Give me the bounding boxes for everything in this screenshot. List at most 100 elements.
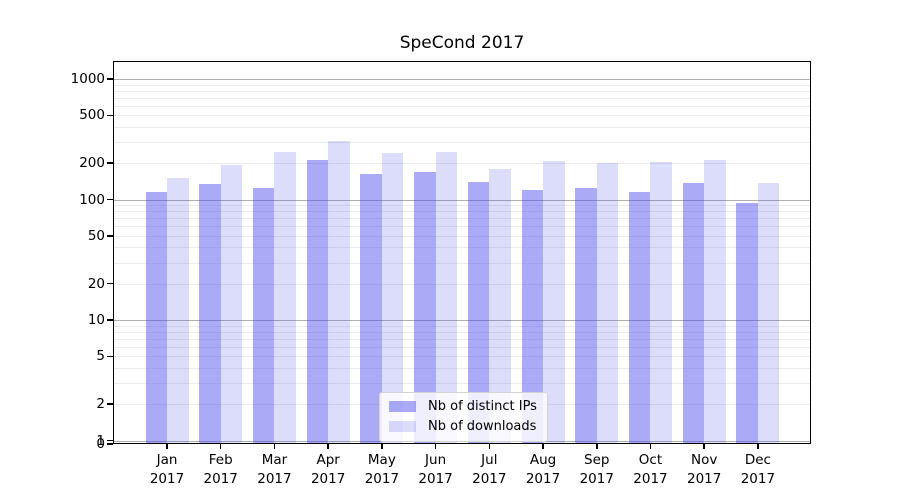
bar-nb-of-distinct-ips-jul: [467, 181, 490, 444]
plot-area: [113, 61, 811, 444]
y-tick-20: [107, 282, 113, 285]
y-tick-label-2: 2: [96, 396, 105, 413]
minor-gridline-60: [113, 226, 811, 228]
x-tick-label-mar: Mar 2017: [257, 452, 292, 487]
minor-gridline-30: [113, 262, 811, 264]
y-tick-label-500: 500: [79, 107, 105, 124]
major-gridline-10: [113, 320, 811, 321]
bar-nb-of-distinct-ips-oct: [628, 192, 651, 444]
bar-nb-of-distinct-ips-sep: [575, 187, 597, 444]
minor-gridline-600: [113, 105, 811, 107]
minor-gridline-7: [113, 338, 811, 340]
y-tick-10: [107, 319, 113, 321]
y-tick-label-0: 0: [96, 436, 105, 452]
y-tick-100: [107, 198, 113, 201]
y-tick-label-50: 50: [87, 227, 105, 244]
y-tick-50: [107, 235, 113, 237]
x-tick-jun: [434, 444, 437, 449]
y-tick-1000: [107, 78, 113, 80]
bar-nb-of-downloads-aug: [543, 160, 565, 444]
y-tick-label-10: 10: [87, 312, 105, 328]
x-tick-label-apr: Apr 2017: [310, 452, 346, 487]
bar-nb-of-distinct-ips-jun: [414, 172, 436, 444]
y-tick-label-100: 100: [79, 191, 105, 208]
x-tick-label-dec: Dec 2017: [740, 452, 776, 487]
bar-nb-of-downloads-feb: [220, 164, 243, 444]
y-tick-label-5: 5: [96, 348, 105, 365]
bar-nb-of-distinct-ips-feb: [199, 184, 221, 444]
bar-nb-of-downloads-nov: [704, 160, 726, 444]
minor-gridline-5: [113, 356, 811, 358]
legend-label-downloads: Nb of downloads: [428, 419, 537, 434]
minor-gridline-90: [113, 205, 811, 206]
bar-nb-of-distinct-ips-jan: [145, 191, 167, 444]
x-tick-aug: [542, 444, 544, 449]
legend-item-distinct-ips: Nb of distinct IPs: [389, 398, 537, 415]
y-tick-200: [107, 162, 113, 164]
minor-gridline-20: [113, 283, 811, 285]
y-tick-500: [107, 114, 113, 117]
x-tick-oct: [649, 444, 652, 449]
minor-gridline-6: [113, 346, 811, 348]
minor-gridline-4: [113, 367, 811, 369]
bar-nb-of-distinct-ips-nov: [682, 182, 705, 444]
y-tick-2: [107, 403, 113, 405]
legend: Nb of distinct IPs Nb of downloads: [379, 392, 548, 442]
x-tick-label-aug: Aug 2017: [525, 452, 561, 487]
minor-gridline-200: [113, 163, 811, 165]
x-tick-jul: [488, 444, 491, 449]
minor-gridline-50: [113, 235, 811, 237]
x-tick-label-jun: Jun 2017: [418, 452, 453, 487]
x-tick-apr: [327, 444, 329, 449]
bar-nb-of-downloads-may: [381, 153, 404, 444]
bar-nb-of-distinct-ips-apr: [306, 159, 329, 444]
bar-nb-of-downloads-sep: [596, 163, 619, 444]
minor-gridline-700: [113, 97, 811, 99]
x-tick-mar: [273, 444, 276, 449]
minor-gridline-800: [113, 90, 811, 92]
x-tick-sep: [596, 444, 598, 449]
bar-nb-of-downloads-apr: [328, 140, 350, 444]
x-tick-dec: [757, 444, 759, 449]
bar-nb-of-distinct-ips-dec: [736, 202, 758, 444]
major-gridline-1000: [113, 79, 811, 80]
bar-nb-of-distinct-ips-mar: [252, 188, 275, 444]
y-tick-1: [107, 439, 113, 442]
y-tick-label-20: 20: [87, 275, 105, 292]
x-tick-may: [381, 444, 383, 449]
legend-swatch-downloads: [389, 421, 416, 432]
minor-gridline-900: [113, 84, 811, 86]
minor-gridline-80: [113, 211, 811, 213]
x-tick-label-oct: Oct 2017: [633, 452, 668, 487]
x-tick-label-jul: Jul 2017: [472, 452, 507, 487]
x-tick-label-sep: Sep 2017: [579, 452, 614, 487]
y-tick-5: [107, 355, 113, 358]
legend-swatch-distinct-ips: [389, 401, 416, 412]
bar-nb-of-distinct-ips-may: [360, 174, 382, 444]
legend-label-distinct-ips: Nb of distinct IPs: [428, 399, 537, 414]
bar-nb-of-downloads-jun: [435, 151, 458, 444]
legend-item-downloads: Nb of downloads: [389, 418, 537, 435]
bar-nb-of-downloads-oct: [650, 162, 672, 444]
minor-gridline-300: [113, 142, 811, 143]
bar-nb-of-downloads-jul: [489, 168, 511, 444]
x-tick-label-nov: Nov 2017: [687, 452, 722, 487]
bar-nb-of-downloads-jan: [167, 178, 189, 444]
y-tick-label-1000: 1000: [70, 71, 105, 87]
minor-gridline-400: [113, 126, 811, 128]
minor-gridline-40: [113, 247, 811, 249]
x-tick-label-jan: Jan 2017: [149, 452, 185, 487]
minor-gridline-70: [113, 218, 811, 220]
x-tick-feb: [219, 444, 222, 449]
x-tick-jan: [166, 444, 168, 449]
x-tick-label-feb: Feb 2017: [203, 452, 238, 487]
chart-title: SpeCond 2017: [399, 33, 525, 53]
minor-gridline-9: [113, 325, 811, 327]
bar-nb-of-downloads-mar: [274, 151, 296, 444]
y-tick-0: [107, 443, 113, 445]
x-tick-label-may: May 2017: [364, 452, 400, 487]
bar-nb-of-downloads-dec: [757, 183, 780, 444]
minor-gridline-500: [113, 115, 811, 117]
minor-gridline-8: [113, 331, 811, 333]
